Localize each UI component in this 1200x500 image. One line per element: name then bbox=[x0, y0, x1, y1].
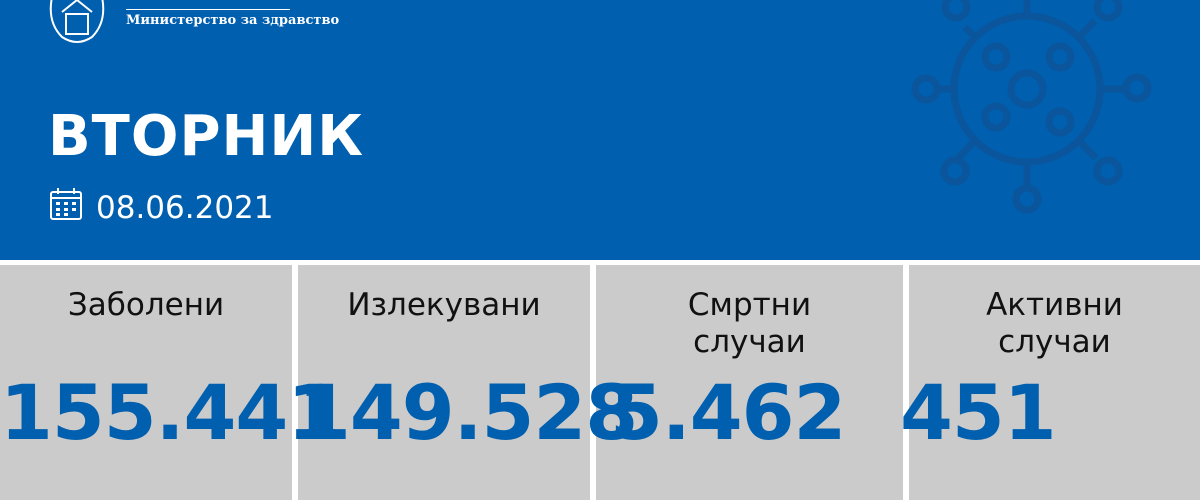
calendar-icon bbox=[50, 188, 82, 220]
coat-of-arms-logo bbox=[49, 0, 105, 43]
divider bbox=[126, 9, 290, 10]
card-active: Активни случаи bbox=[909, 265, 1200, 500]
card-label: Заболени bbox=[67, 287, 225, 323]
card-recovered: Излекувани bbox=[298, 265, 590, 500]
recovered-count: 149.528 bbox=[298, 368, 638, 457]
deaths-count: 5.462 bbox=[610, 368, 846, 457]
virus-icon bbox=[911, 0, 1152, 214]
infected-count: 155.441 bbox=[0, 368, 340, 457]
card-label: Излекувани bbox=[347, 287, 541, 323]
active-count: 451 bbox=[900, 368, 1057, 457]
ministry-name: Министерство за здравство bbox=[126, 13, 340, 28]
card-label: Активни случаи bbox=[986, 287, 1123, 360]
card-deaths: Смртни случаи bbox=[596, 265, 903, 500]
date-text: 08.06.2021 bbox=[96, 190, 274, 226]
card-label: Смртни случаи bbox=[687, 287, 812, 360]
header-banner: Министерство за здравство ВТОРНИК 08.06.… bbox=[0, 0, 1200, 260]
day-title: ВТОРНИК bbox=[48, 104, 365, 169]
card-infected: Заболени bbox=[0, 265, 292, 500]
